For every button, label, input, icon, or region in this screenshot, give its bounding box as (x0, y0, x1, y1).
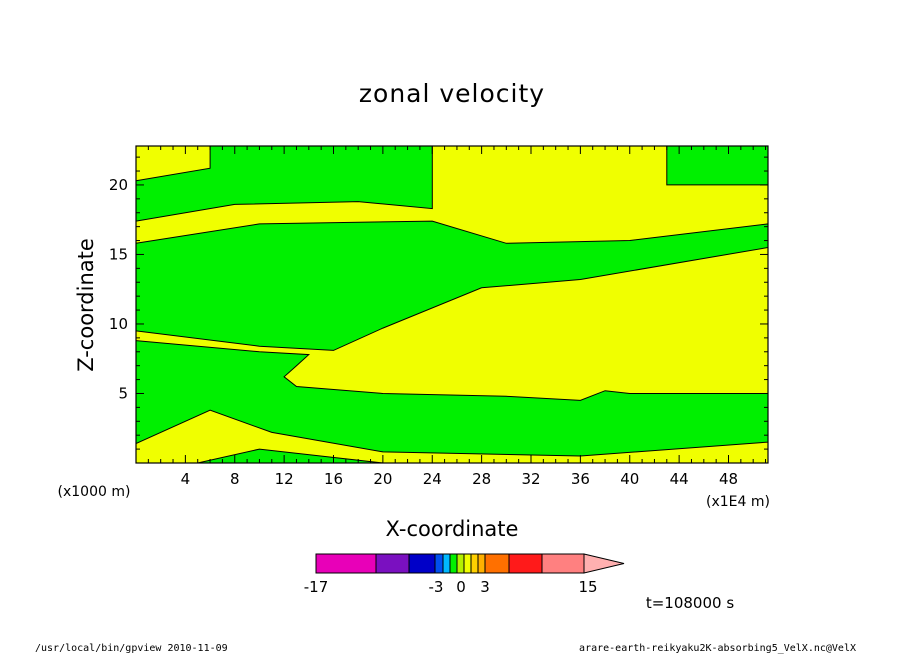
colorbar-swatch (484, 553, 510, 574)
colorbar-swatch (434, 553, 444, 574)
time-label: t=108000 s (646, 594, 734, 612)
x-tick-label: 36 (571, 470, 590, 488)
contour-region-3 (136, 220, 768, 351)
x-tick-label: 40 (620, 470, 639, 488)
x-tick-label: 8 (230, 470, 240, 488)
colorbar: -17 -3 0 3 15 (304, 553, 625, 596)
plot-frame (135, 145, 769, 464)
x-tick-label: 28 (472, 470, 491, 488)
colorbar-swatch (375, 553, 410, 574)
x-axis-label: X-coordinate (386, 517, 519, 541)
colorbar-swatch (456, 553, 465, 574)
footer-left: /usr/local/bin/gpview 2010-11-09 (35, 643, 228, 654)
contour-region-4 (136, 146, 433, 222)
contour-region-2 (136, 340, 768, 457)
colorbar-swatch (508, 553, 543, 574)
footer-right: arare-earth-reikyaku2K-absorbing5_VelX.n… (579, 643, 856, 654)
colorbar-swatch (463, 553, 472, 574)
x-tick-label: 24 (423, 470, 442, 488)
colorbar-label: 0 (456, 578, 466, 596)
z-unit-label: (x1000 m) (58, 484, 131, 500)
contour-region-5 (666, 146, 768, 186)
x-tick-label: 20 (373, 470, 392, 488)
colorbar-swatch (470, 553, 479, 574)
colorbar-label: 3 (480, 578, 490, 596)
colorbar-extend-arrow (583, 553, 625, 574)
colorbar-label: -17 (304, 578, 329, 596)
y-axis-label: Z-coordinate (74, 238, 98, 372)
chart-title: zonal velocity (359, 79, 545, 108)
y-tick-label: 10 (109, 315, 128, 333)
colorbar-label: -3 (429, 578, 444, 596)
x-tick-label: 48 (719, 470, 738, 488)
colorbar-label: 15 (578, 578, 597, 596)
colorbar-swatch (442, 553, 451, 574)
y-tick-label: 15 (109, 245, 128, 263)
colorbar-swatch (477, 553, 486, 574)
x-tick-label: 12 (275, 470, 294, 488)
x-tick-label: 32 (521, 470, 540, 488)
colorbar-swatch (315, 553, 377, 574)
x-tick-label: 44 (670, 470, 689, 488)
colorbar-swatch (449, 553, 458, 574)
y-tick-label: 20 (109, 176, 128, 194)
x-tick-label: 16 (324, 470, 343, 488)
x-unit-label: (x1E4 m) (706, 494, 770, 510)
y-tick-label: 5 (118, 384, 128, 402)
colorbar-swatch (408, 553, 436, 574)
colorbar-swatch (541, 553, 585, 574)
x-tick-label: 4 (181, 470, 191, 488)
